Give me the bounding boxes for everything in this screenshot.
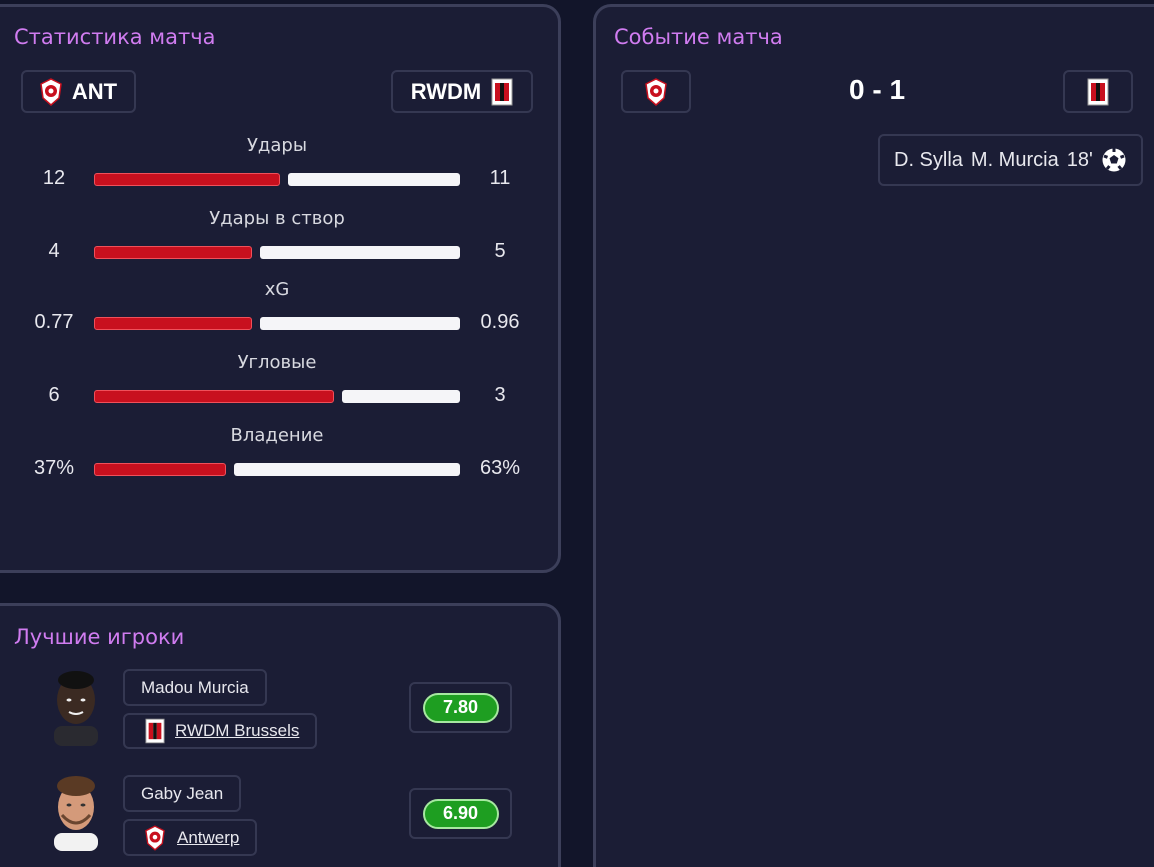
player-name-chip-2[interactable]: Gaby Jean — [123, 775, 242, 812]
event-scorer: M. Murcia — [970, 148, 1059, 171]
antwerp-crest-icon — [645, 77, 667, 106]
antwerp-crest-icon — [145, 824, 165, 851]
stat-home-bar — [94, 390, 334, 403]
stat-away-value: 5 — [494, 240, 506, 262]
stat-label: xG — [264, 279, 290, 300]
stat-away-bar — [260, 317, 460, 330]
stat-away-value: 63% — [479, 457, 521, 479]
player-photo-jean — [46, 771, 106, 851]
stat-label: Удары в створ — [209, 208, 345, 229]
player-name: Madou Murcia — [141, 677, 249, 697]
player-team-chip-1[interactable]: RWDM Brussels — [123, 713, 318, 749]
player-team-chip-2[interactable]: Antwerp — [123, 819, 258, 856]
home-crest-chip[interactable] — [621, 70, 691, 113]
stat-away-value: 3 — [494, 384, 506, 406]
antwerp-crest-icon — [40, 77, 62, 106]
home-team-chip[interactable]: ANT — [21, 70, 136, 113]
player-rating-box-2: 6.90 — [409, 788, 512, 839]
player-team-link[interactable]: RWDM Brussels — [175, 721, 300, 740]
player-rating-box-1: 7.80 — [409, 682, 512, 733]
player-photo-murcia — [46, 666, 106, 746]
rwdm-crest-icon — [1087, 78, 1109, 105]
stat-away-bar — [342, 390, 460, 403]
stat-away-bar — [234, 463, 460, 476]
stat-away-value: 0.96 — [480, 311, 520, 333]
match-score: 0 - 1 — [848, 74, 906, 105]
stat-home-value: 6 — [48, 384, 60, 406]
stat-home-bar — [94, 173, 280, 186]
player-rating: 7.80 — [422, 692, 499, 723]
stat-label: Угловые — [237, 352, 317, 373]
player-name: Gaby Jean — [141, 783, 224, 803]
stat-label: Удары — [246, 135, 308, 156]
away-team-name: RWDM — [410, 78, 482, 104]
stat-away-value: 11 — [489, 167, 511, 189]
stat-home-value: 0.77 — [34, 311, 74, 333]
match-events-title: Событие матча — [614, 25, 783, 49]
rwdm-crest-icon — [491, 78, 513, 105]
away-team-chip[interactable]: RWDM — [391, 70, 533, 113]
event-minute: 18' — [1066, 148, 1093, 171]
match-stats-title: Статистика матча — [14, 25, 216, 49]
stat-away-bar — [260, 246, 460, 259]
best-players-title: Лучшие игроки — [14, 625, 185, 649]
stat-home-bar — [94, 463, 226, 476]
away-crest-chip[interactable] — [1063, 70, 1133, 113]
stat-home-bar — [94, 317, 252, 330]
stat-home-value: 12 — [42, 167, 66, 189]
home-team-name: ANT — [71, 78, 118, 104]
stat-home-bar — [94, 246, 252, 259]
stat-home-value: 37% — [33, 457, 75, 479]
player-rating: 6.90 — [422, 798, 499, 829]
soccer-ball-icon — [1102, 148, 1126, 172]
goal-event[interactable]: D. Sylla M. Murcia 18' — [878, 134, 1143, 186]
player-team-link[interactable]: Antwerp — [177, 827, 240, 847]
match-events-panel — [593, 4, 1154, 867]
stat-home-value: 4 — [48, 240, 60, 262]
stat-away-bar — [288, 173, 460, 186]
rwdm-crest-icon — [145, 718, 165, 744]
player-name-chip-1[interactable]: Madou Murcia — [123, 669, 267, 706]
event-assist: D. Sylla — [894, 148, 963, 171]
stat-label: Владение — [230, 425, 324, 446]
